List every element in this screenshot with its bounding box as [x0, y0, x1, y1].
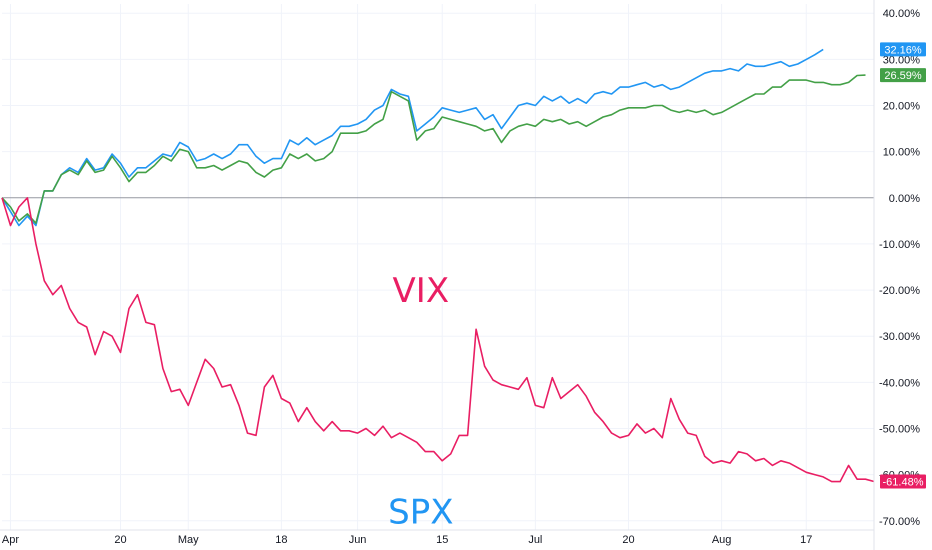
x-tick-label: Aug	[712, 534, 732, 546]
y-tick-label: 10.00%	[883, 147, 921, 159]
end-badge-label-2: -61.48%	[883, 476, 924, 488]
y-axis: 40.00% 30.00% 20.00% 10.00% 0.00% -10.00% -20.…	[873, 0, 921, 550]
annotations: VIX SPX	[388, 271, 453, 532]
x-tick-label: Apr	[2, 534, 19, 546]
x-tick-label: 17	[800, 534, 812, 546]
grid	[2, 4, 874, 530]
y-tick-label: -50.00%	[879, 423, 920, 435]
x-tick-label: Jul	[528, 534, 542, 546]
x-tick-label: 18	[275, 534, 287, 546]
x-tick-label: Jun	[349, 534, 367, 546]
y-tick-label: -10.00%	[879, 239, 920, 251]
y-tick-label: 0.00%	[889, 193, 920, 205]
end-badge-label-1: 26.59%	[884, 70, 922, 82]
y-tick-label: -20.00%	[879, 285, 920, 297]
end-badge-label-0: 32.16%	[884, 44, 922, 56]
series-line-2	[1, 197, 875, 483]
series-line-0	[1, 48, 824, 227]
y-tick-label: 30.00%	[883, 54, 921, 66]
annotation-1: SPX	[388, 493, 453, 533]
y-tick-label: -70.00%	[879, 516, 920, 528]
series-line-1	[1, 74, 866, 224]
x-tick-label: 20	[114, 534, 126, 546]
y-tick-label: 40.00%	[883, 8, 921, 20]
x-tick-label: 20	[622, 534, 634, 546]
y-tick-label: -30.00%	[879, 331, 920, 343]
y-tick-label: 20.00%	[883, 101, 921, 113]
x-tick-label: 15	[436, 534, 448, 546]
y-tick-label: -40.00%	[879, 377, 920, 389]
end-badge-2	[880, 474, 926, 489]
end-badge-1	[880, 68, 926, 83]
end-value-badges: 32.16% 26.59% -61.48%	[880, 42, 926, 489]
x-axis: Apr 20 May 18 Jun 15 Jul 20 Aug 17	[0, 529, 874, 546]
x-tick-label: May	[178, 534, 199, 546]
annotation-0: VIX	[393, 271, 450, 311]
end-badge-0	[880, 42, 926, 57]
series-lines	[1, 48, 875, 483]
